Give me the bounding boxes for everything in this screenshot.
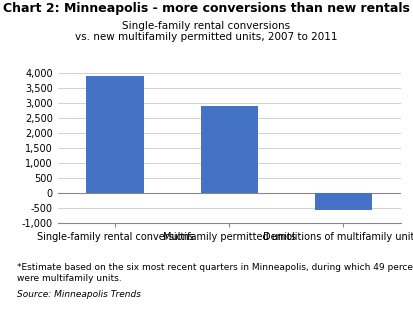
Text: vs. new multifamily permitted units, 2007 to 2011: vs. new multifamily permitted units, 200… bbox=[75, 32, 338, 42]
Bar bbox=[201, 106, 258, 193]
Text: Chart 2: Minneapolis - more conversions than new rentals: Chart 2: Minneapolis - more conversions … bbox=[3, 2, 410, 15]
Text: Source: Minneapolis Trends: Source: Minneapolis Trends bbox=[17, 290, 140, 299]
Bar bbox=[86, 76, 144, 193]
Text: *Estimate based on the six most recent quarters in Minneapolis, during which 49 : *Estimate based on the six most recent q… bbox=[17, 263, 413, 272]
Text: Single-family rental conversions: Single-family rental conversions bbox=[122, 21, 291, 31]
Bar bbox=[315, 193, 372, 210]
Text: were multifamily units.: were multifamily units. bbox=[17, 274, 121, 283]
